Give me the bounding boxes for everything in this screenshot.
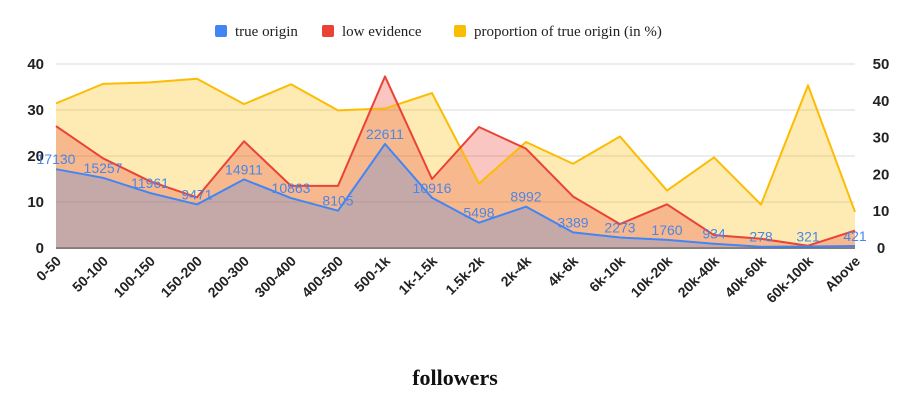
- data-label: 421: [843, 228, 867, 244]
- right-y-tick: 20: [873, 166, 890, 183]
- area-true: [56, 143, 855, 248]
- data-label: 934: [702, 226, 726, 242]
- area-low: [56, 76, 855, 248]
- series-areas: [56, 76, 855, 248]
- x-tick-label: 100-150: [110, 253, 158, 301]
- x-tick-label: 1k-1.5k: [395, 253, 440, 298]
- x-tick-label: 0-50: [33, 253, 64, 284]
- right-y-tick: 0: [877, 240, 885, 257]
- legend-label: true origin: [235, 24, 298, 40]
- right-y-tick: 10: [873, 203, 890, 220]
- data-label: 321: [796, 229, 820, 245]
- series-lines: [55, 75, 856, 248]
- right-y-tick: 50: [873, 56, 890, 73]
- x-tick-label: 150-200: [157, 253, 205, 301]
- data-label: 278: [749, 229, 773, 245]
- x-tick-label: 2k-4k: [497, 253, 534, 290]
- left-y-tick: 10: [27, 194, 44, 211]
- line-series-1: [55, 75, 856, 247]
- legend-label: proportion of true origin (in %): [474, 24, 662, 40]
- left-y-axis: 0 10 20 30 40: [27, 56, 44, 257]
- x-tick-label: 6k-10k: [586, 253, 628, 295]
- left-y-tick: 20: [27, 148, 44, 165]
- x-tick-label: 200-300: [204, 253, 252, 301]
- area-proportion: [56, 78, 855, 248]
- data-label: 11961: [131, 175, 169, 191]
- left-y-tick: 0: [36, 240, 44, 257]
- data-labels: 17130 15257 11961 9471 14911 10863 8105 22611 10…: [37, 126, 867, 245]
- right-y-axis: 0 10 20 30 40 50: [873, 56, 890, 257]
- data-label: 22611: [366, 126, 404, 142]
- x-tick-label: 60k-100k: [763, 253, 816, 306]
- x-axis: 0-50 50-100 100-150 150-200 200-300 300-400 40…: [33, 253, 863, 306]
- line-series-0: [55, 142, 856, 248]
- left-y-tick: 30: [27, 102, 44, 119]
- data-label: 3389: [557, 214, 588, 230]
- legend-swatch: [454, 25, 466, 37]
- data-label: 1760: [651, 222, 682, 238]
- legend-swatch: [322, 25, 334, 37]
- right-y-tick: 30: [873, 130, 890, 147]
- right-y-tick: 40: [873, 93, 890, 110]
- left-y-tick: 40: [27, 56, 44, 73]
- data-label: 14911: [225, 161, 263, 177]
- x-tick-label: 400-500: [298, 253, 346, 301]
- legend-swatch: [215, 25, 227, 37]
- data-label: 5498: [463, 205, 494, 221]
- x-tick-label: 500-1k: [351, 253, 393, 295]
- data-label: 8105: [322, 193, 353, 209]
- data-label: 15257: [84, 160, 123, 176]
- data-label: 10916: [413, 180, 452, 196]
- data-label: 2273: [604, 220, 635, 236]
- line-series-2: [55, 77, 856, 213]
- data-label: 8992: [510, 189, 541, 205]
- x-tick-label: 20k-40k: [674, 253, 722, 301]
- x-tick-label: Above: [822, 253, 864, 295]
- data-label: 9471: [181, 186, 212, 202]
- legend: true origin low evidence proportion of tru…: [215, 24, 662, 40]
- data-label: 17130: [37, 151, 76, 167]
- data-label: 10863: [272, 180, 311, 196]
- x-tick-label: 50-100: [69, 253, 111, 295]
- x-tick-label: 10k-20k: [627, 253, 675, 301]
- x-tick-label: 300-400: [251, 253, 299, 301]
- legend-label: low evidence: [342, 24, 422, 40]
- x-tick-label: 1.5k-2k: [442, 253, 487, 298]
- x-tick-label: 40k-60k: [721, 253, 769, 301]
- x-tick-label: 4k-6k: [544, 253, 581, 290]
- x-axis-title: followers: [412, 365, 498, 390]
